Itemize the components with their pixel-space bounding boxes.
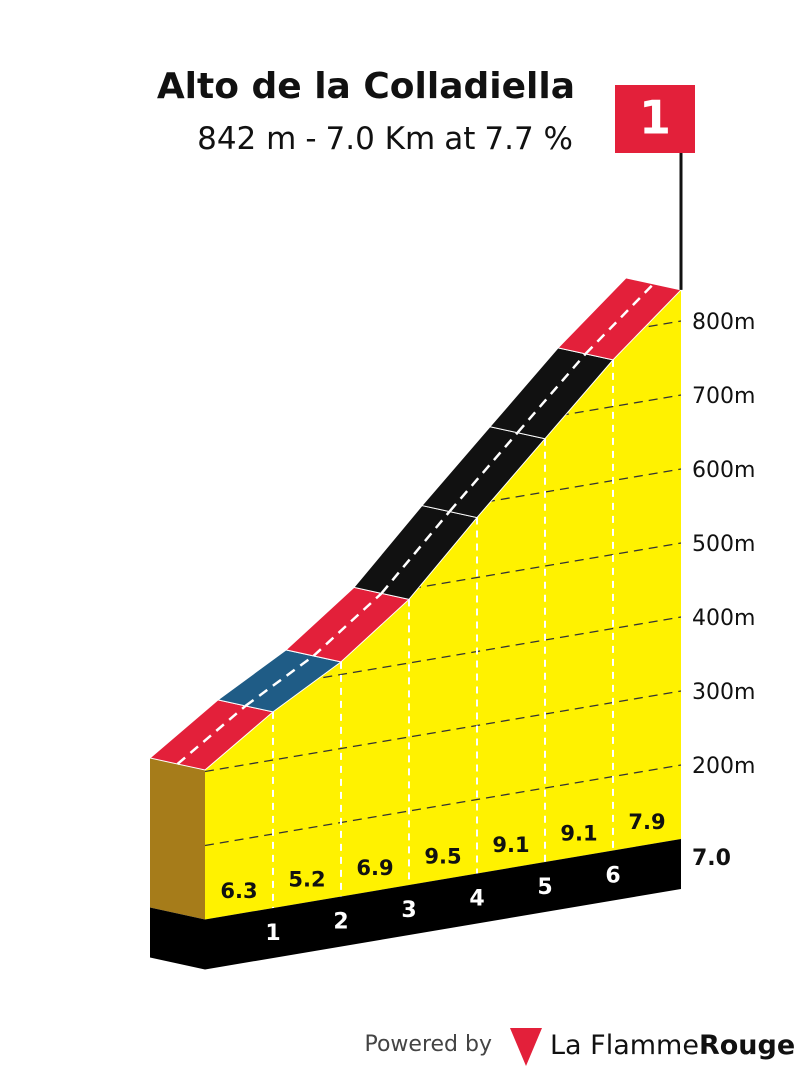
gradient-label: 9.1 <box>492 833 529 857</box>
chart-title: Alto de la Colladiella <box>157 66 575 107</box>
band-side <box>150 907 205 970</box>
x-tick-label: 1 <box>265 921 280 946</box>
road-centerline <box>176 704 247 765</box>
gradient-label: 7.9 <box>628 810 665 834</box>
subtitle-part: - <box>305 121 316 157</box>
profile-face <box>205 289 681 920</box>
x-tick-label: 7.0 <box>692 846 731 871</box>
gradient-label: 6.9 <box>356 856 393 880</box>
y-tick-label: 300m <box>692 680 755 705</box>
road-centerline <box>516 353 587 434</box>
grid-line <box>205 690 681 773</box>
x-tick-label: 2 <box>333 910 348 935</box>
subtitle-part: at <box>444 121 475 157</box>
road-centerline <box>448 431 519 513</box>
footer-brand: La FlammeRouge <box>550 1030 795 1061</box>
x-tick-label: 3 <box>401 898 416 923</box>
road-centerline <box>244 654 315 707</box>
subtitle-part: 842 m <box>197 121 296 157</box>
gradient-label: 9.5 <box>424 844 461 868</box>
brand-part: La Flamme <box>550 1030 699 1061</box>
x-tick-label: 5 <box>537 875 552 900</box>
road-centerline <box>312 592 383 657</box>
gradient-label: 5.2 <box>288 867 325 891</box>
gradient-label: 6.3 <box>220 879 257 903</box>
flag-label: 1 <box>639 91 671 145</box>
y-tick-label: 200m <box>692 754 755 779</box>
grid-line <box>205 764 681 847</box>
y-tick-label: 600m <box>692 458 755 483</box>
road-centerline <box>380 510 451 595</box>
y-tick-label: 400m <box>692 606 755 631</box>
y-tick-label: 700m <box>692 384 755 409</box>
y-tick-label: 800m <box>692 310 755 335</box>
chart-subtitle: 842 m -7.0 Km at 7.7 % <box>197 121 573 157</box>
logo-mark <box>510 1028 542 1066</box>
subtitle-part: 7.0 Km <box>326 121 436 157</box>
y-tick-label: 500m <box>692 532 755 557</box>
road-segment <box>557 277 682 361</box>
subtitle-part: 7.7 % <box>484 121 573 157</box>
x-tick-label: 4 <box>469 887 484 912</box>
gradient-label: 9.1 <box>560 821 597 845</box>
brand-bold: Rouge <box>699 1030 795 1061</box>
base-band <box>205 839 681 970</box>
x-tick-label: 6 <box>605 864 620 889</box>
side-face <box>150 758 205 920</box>
footer-powered: Powered by <box>364 1032 492 1057</box>
flag <box>615 85 695 153</box>
